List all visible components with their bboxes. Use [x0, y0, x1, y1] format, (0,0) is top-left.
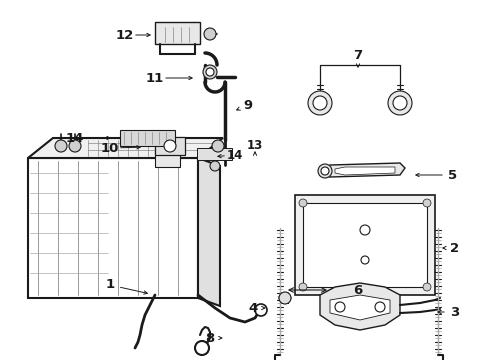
Circle shape: [334, 302, 345, 312]
Circle shape: [317, 164, 331, 178]
Bar: [197, 148, 231, 160]
Circle shape: [360, 256, 368, 264]
Circle shape: [69, 140, 81, 152]
Circle shape: [298, 283, 306, 291]
Circle shape: [209, 161, 220, 171]
Circle shape: [279, 292, 290, 304]
Circle shape: [307, 91, 331, 115]
Circle shape: [205, 68, 214, 76]
Bar: [155, 22, 200, 44]
Polygon shape: [319, 283, 399, 330]
Text: 6: 6: [353, 284, 362, 297]
Polygon shape: [155, 152, 180, 167]
Polygon shape: [28, 138, 223, 158]
Text: 10: 10: [101, 141, 119, 154]
Circle shape: [55, 140, 67, 152]
Circle shape: [298, 199, 306, 207]
Circle shape: [422, 199, 430, 207]
Text: 4: 4: [248, 302, 257, 315]
Text: 12: 12: [116, 28, 134, 41]
Circle shape: [212, 140, 224, 152]
Circle shape: [359, 225, 369, 235]
Text: 8: 8: [205, 332, 214, 345]
Bar: [303, 203, 426, 287]
Circle shape: [195, 341, 208, 355]
Text: 11: 11: [145, 72, 164, 85]
Text: 2: 2: [449, 242, 459, 255]
Circle shape: [254, 304, 266, 316]
Polygon shape: [28, 158, 198, 298]
Text: 3: 3: [449, 306, 459, 319]
Text: 9: 9: [243, 99, 252, 112]
Polygon shape: [329, 295, 389, 320]
Circle shape: [203, 28, 216, 40]
Polygon shape: [155, 137, 184, 155]
Circle shape: [163, 140, 176, 152]
Circle shape: [422, 283, 430, 291]
Circle shape: [203, 65, 217, 79]
Polygon shape: [198, 158, 220, 306]
Text: 14: 14: [66, 131, 84, 144]
Circle shape: [387, 91, 411, 115]
Text: 13: 13: [246, 139, 263, 152]
Text: 1: 1: [105, 279, 114, 292]
Bar: [294, 195, 434, 295]
Circle shape: [320, 167, 328, 175]
Circle shape: [312, 96, 326, 110]
Circle shape: [392, 96, 406, 110]
Text: 14: 14: [226, 149, 243, 162]
Polygon shape: [319, 163, 404, 177]
Text: 7: 7: [353, 49, 362, 62]
Bar: [120, 130, 175, 146]
Polygon shape: [334, 167, 394, 175]
Circle shape: [374, 302, 384, 312]
Text: 5: 5: [447, 168, 457, 181]
